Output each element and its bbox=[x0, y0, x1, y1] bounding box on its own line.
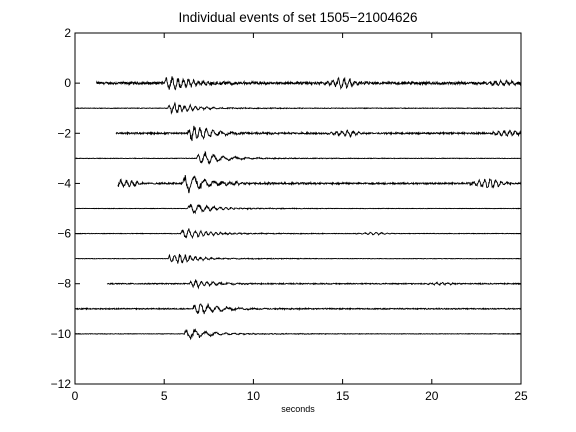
y-axis: 2 0 −2 −4 −6 −8 −10 −12 bbox=[51, 26, 521, 391]
x-axis-label: seconds bbox=[281, 404, 315, 414]
x-tick-label: 25 bbox=[514, 389, 528, 403]
trace-line bbox=[74, 328, 522, 341]
trace-line bbox=[74, 203, 522, 215]
trace-line bbox=[95, 76, 522, 91]
y-tick-label: −8 bbox=[57, 277, 71, 291]
y-tick-label: −12 bbox=[51, 377, 72, 391]
y-tick-label: 0 bbox=[64, 76, 71, 90]
x-axis: 0 5 10 15 20 25 bbox=[72, 33, 528, 403]
y-tick-label: −2 bbox=[57, 126, 71, 140]
y-tick-label: −6 bbox=[57, 227, 71, 241]
trace-line bbox=[74, 150, 522, 165]
x-tick-label: 0 bbox=[72, 389, 79, 403]
trace-line bbox=[74, 253, 522, 264]
x-tick-label: 15 bbox=[336, 389, 350, 403]
trace-line bbox=[74, 101, 522, 115]
trace-line bbox=[117, 174, 522, 194]
traces-group bbox=[74, 76, 522, 341]
y-tick-label: 2 bbox=[64, 26, 71, 40]
trace-line bbox=[74, 228, 522, 240]
trace-line bbox=[74, 302, 522, 315]
x-tick-label: 10 bbox=[247, 389, 261, 403]
y-tick-label: −4 bbox=[57, 176, 71, 190]
trace-line bbox=[115, 125, 522, 142]
x-tick-label: 5 bbox=[161, 389, 168, 403]
trace-line bbox=[106, 279, 522, 290]
chart-title: Individual events of set 1505−21004626 bbox=[178, 10, 417, 25]
x-tick-label: 20 bbox=[425, 389, 439, 403]
y-tick-label: −10 bbox=[51, 327, 72, 341]
